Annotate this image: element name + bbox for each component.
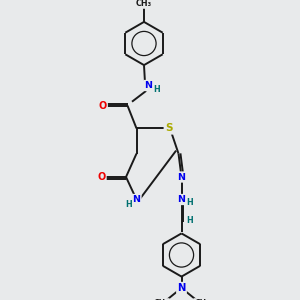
Text: N: N [178,172,185,182]
Text: N: N [133,195,140,204]
Text: S: S [165,123,172,134]
Text: CH₃: CH₃ [136,0,152,8]
Text: O: O [98,100,107,111]
Text: O: O [97,172,106,182]
Text: N: N [145,81,152,90]
Text: CH₃: CH₃ [153,299,169,300]
Text: N: N [177,283,186,293]
Text: N: N [178,195,185,204]
Text: CH₃: CH₃ [194,299,210,300]
Text: H: H [154,85,160,94]
Text: H: H [187,198,193,207]
Text: H: H [187,216,193,225]
Text: H: H [126,200,132,209]
